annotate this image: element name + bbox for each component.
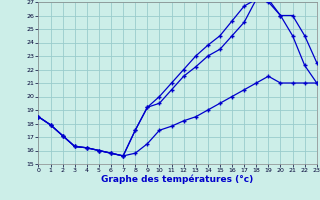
X-axis label: Graphe des températures (°c): Graphe des températures (°c) bbox=[101, 175, 254, 184]
